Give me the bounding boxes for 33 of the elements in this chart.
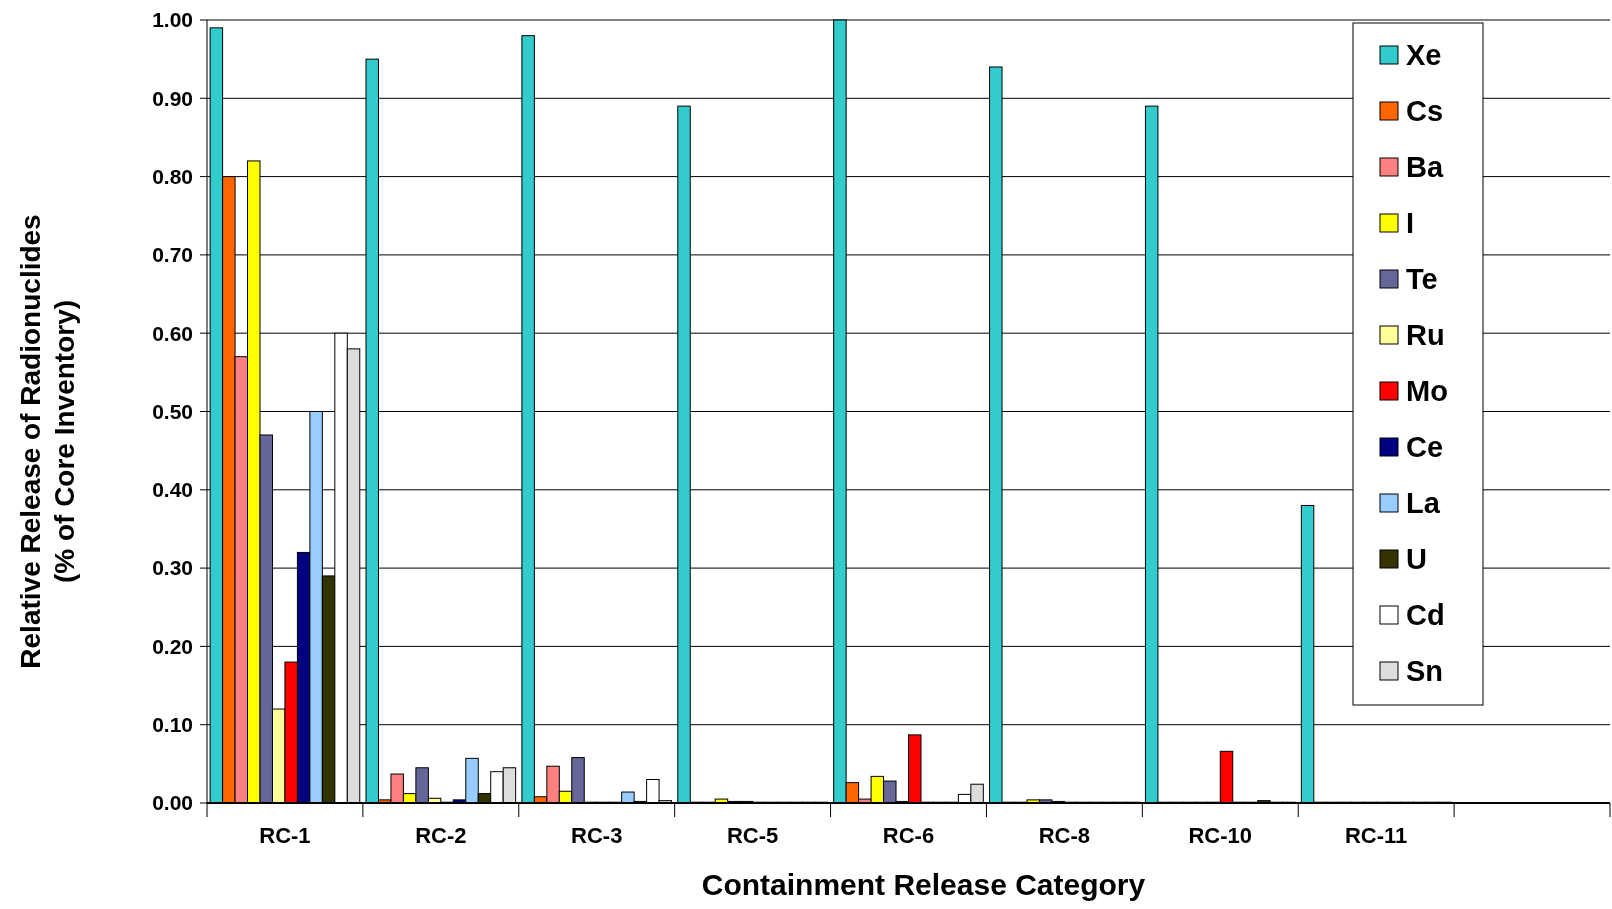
legend-label: Ru xyxy=(1406,319,1445,352)
y-tick-label: 0.80 xyxy=(152,164,193,188)
x-tick-label: RC-8 xyxy=(1038,823,1091,848)
y-tick-label: 0.10 xyxy=(152,713,193,737)
x-tick-label: RC-1 xyxy=(259,823,311,848)
legend-label: U xyxy=(1406,543,1427,576)
y-tick-label: 0.60 xyxy=(152,321,193,345)
y-tick-label: 1.00 xyxy=(152,8,193,32)
y-axis-title: Relative Release of Radionuclides (% of Core Inventory) xyxy=(15,214,80,669)
x-tick-label: RC-5 xyxy=(726,823,779,848)
y-tick-label: 0.30 xyxy=(152,556,193,580)
legend-label: La xyxy=(1406,487,1441,520)
y-tick-label: 0.50 xyxy=(152,399,193,423)
legend-label: Xe xyxy=(1406,39,1442,72)
x-axis-title: Containment Release Category xyxy=(701,868,1146,901)
y-tick-label: 0.70 xyxy=(152,243,193,267)
legend-label: Cs xyxy=(1406,95,1444,128)
legend-label: Ce xyxy=(1406,431,1444,464)
y-tick-label: 0.40 xyxy=(152,478,193,502)
x-tick-label: RC-10 xyxy=(1188,823,1253,848)
x-tick-label: RC-2 xyxy=(415,823,467,848)
legend-label: Sn xyxy=(1406,655,1444,688)
y-tick-label: 0.00 xyxy=(152,791,193,815)
x-tick-label: RC-3 xyxy=(571,823,623,848)
legend-label: Mo xyxy=(1406,375,1448,408)
y-tick-label: 0.20 xyxy=(152,634,193,658)
x-tick-label: RC-6 xyxy=(882,823,935,848)
legend-label: Ba xyxy=(1406,151,1444,184)
y-tick-label: 0.90 xyxy=(152,86,193,110)
legend-label: I xyxy=(1406,207,1415,240)
legend-label: Cd xyxy=(1406,599,1445,632)
legend-label: Te xyxy=(1406,263,1438,296)
x-tick-label: RC-11 xyxy=(1344,823,1408,848)
